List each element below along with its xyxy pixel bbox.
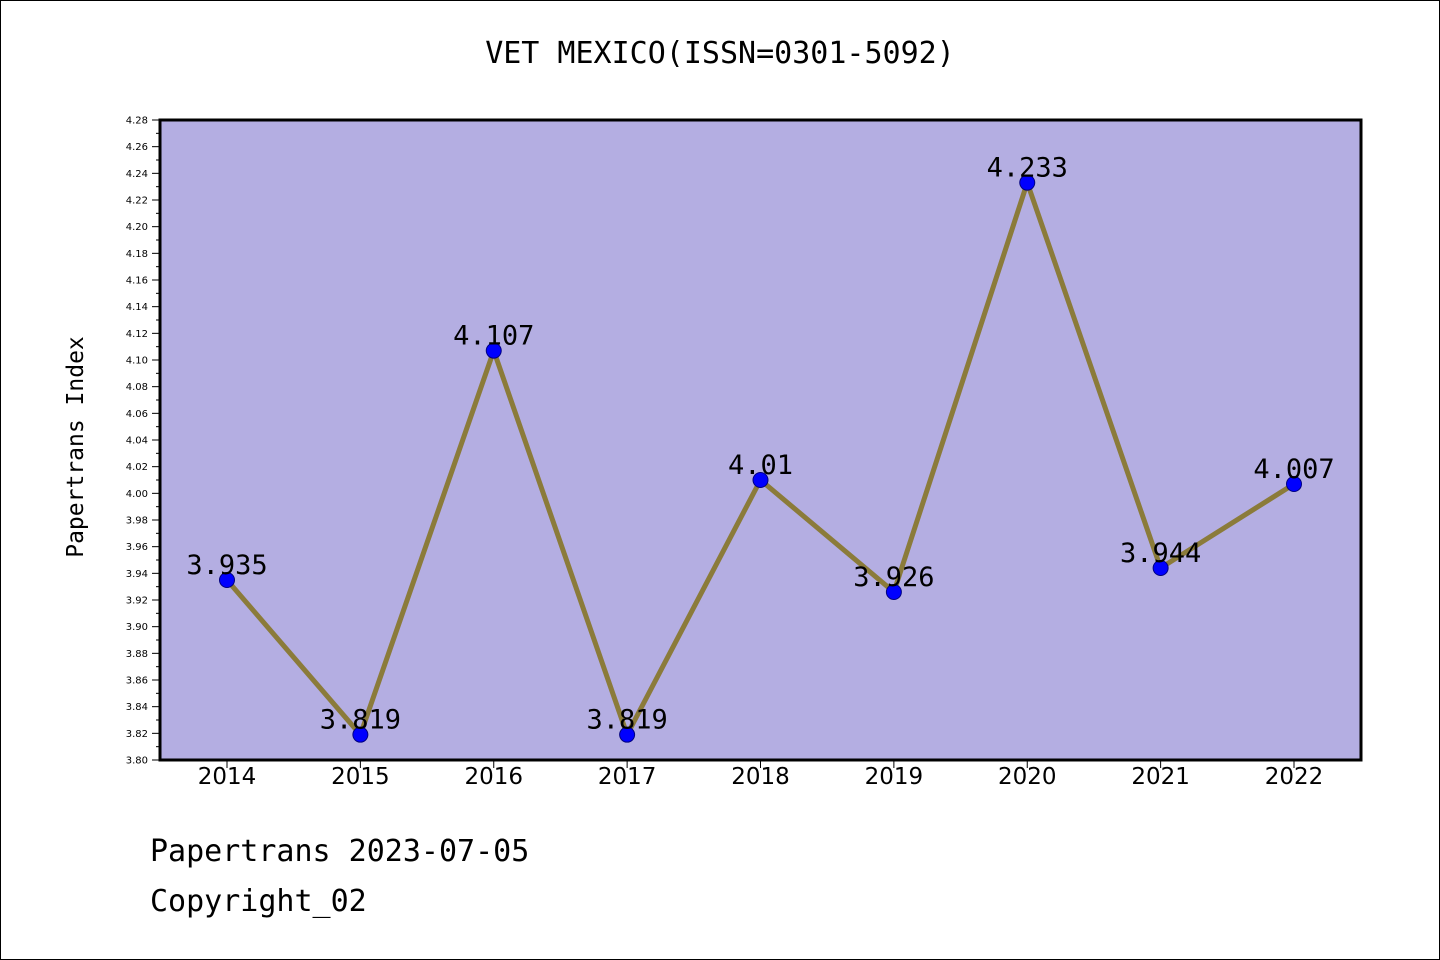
y-tick-label: 4.28 [126,116,148,127]
x-tick-label: 2021 [1131,764,1190,790]
data-point [352,726,369,743]
data-label: 3.819 [320,705,401,736]
y-tick-label: 4.24 [126,169,148,180]
data-label: 3.819 [586,705,667,736]
data-label: 4.107 [453,321,534,352]
data-point [885,584,902,600]
y-tick-label: 4.18 [126,249,148,260]
y-tick-label: 4.26 [126,142,148,153]
x-tick-label: 2018 [731,764,790,790]
data-label: 4.233 [987,153,1068,184]
y-tick-label: 4.12 [126,329,148,340]
y-tick-label: 4.00 [126,489,148,500]
x-tick-label: 2022 [1265,764,1324,790]
y-tick-label: 4.20 [126,222,148,233]
y-tick-label: 3.84 [126,702,148,713]
data-point [1152,560,1169,576]
x-tick-label: 2016 [464,764,523,790]
plot-border [158,118,1363,762]
footer-copyright: Copyright_02 [150,884,367,919]
y-tick-label: 3.92 [126,596,148,607]
x-tick-label: 2015 [331,764,390,790]
y-tick-label: 3.96 [126,542,148,553]
x-tick-label: 2017 [598,764,657,790]
y-tick-label: 4.22 [126,196,148,207]
data-label: 4.007 [1253,454,1334,485]
footer-date: Papertrans 2023-07-05 [150,834,530,869]
y-tick-label: 4.10 [126,356,148,367]
y-tick-label: 4.02 [126,462,148,473]
y-tick-label: 4.04 [126,436,148,447]
y-tick-label: 3.90 [126,622,148,633]
data-label: 3.926 [853,562,934,593]
data-label: 3.935 [186,550,267,581]
y-tick-label: 4.16 [126,276,148,287]
x-tick-label: 2014 [198,764,257,790]
plot-area [160,120,1361,760]
data-point [619,726,636,743]
y-tick-label: 3.80 [126,756,148,767]
y-tick-label: 4.14 [126,302,148,313]
y-axis-label: Papertrans Index [63,336,89,558]
data-label: 3.944 [1120,538,1201,569]
data-point [219,572,235,588]
y-tick-label: 3.86 [126,676,148,687]
data-point [1286,476,1302,492]
x-tick-label: 2019 [865,764,924,790]
y-tick-label: 3.82 [126,729,148,740]
y-tick-label: 3.94 [126,569,148,580]
data-point [752,472,769,488]
data-point [1019,174,1036,191]
y-tick-label: 4.08 [126,382,148,393]
x-tick-label: 2020 [998,764,1057,790]
data-point [485,342,502,359]
y-tick-label: 3.88 [126,649,148,660]
y-tick-label: 4.06 [126,409,148,420]
data-label: 4.01 [728,450,793,481]
chart-title: VET MEXICO(ISSN=0301-5092) [485,36,955,71]
y-tick-label: 3.98 [126,516,148,527]
